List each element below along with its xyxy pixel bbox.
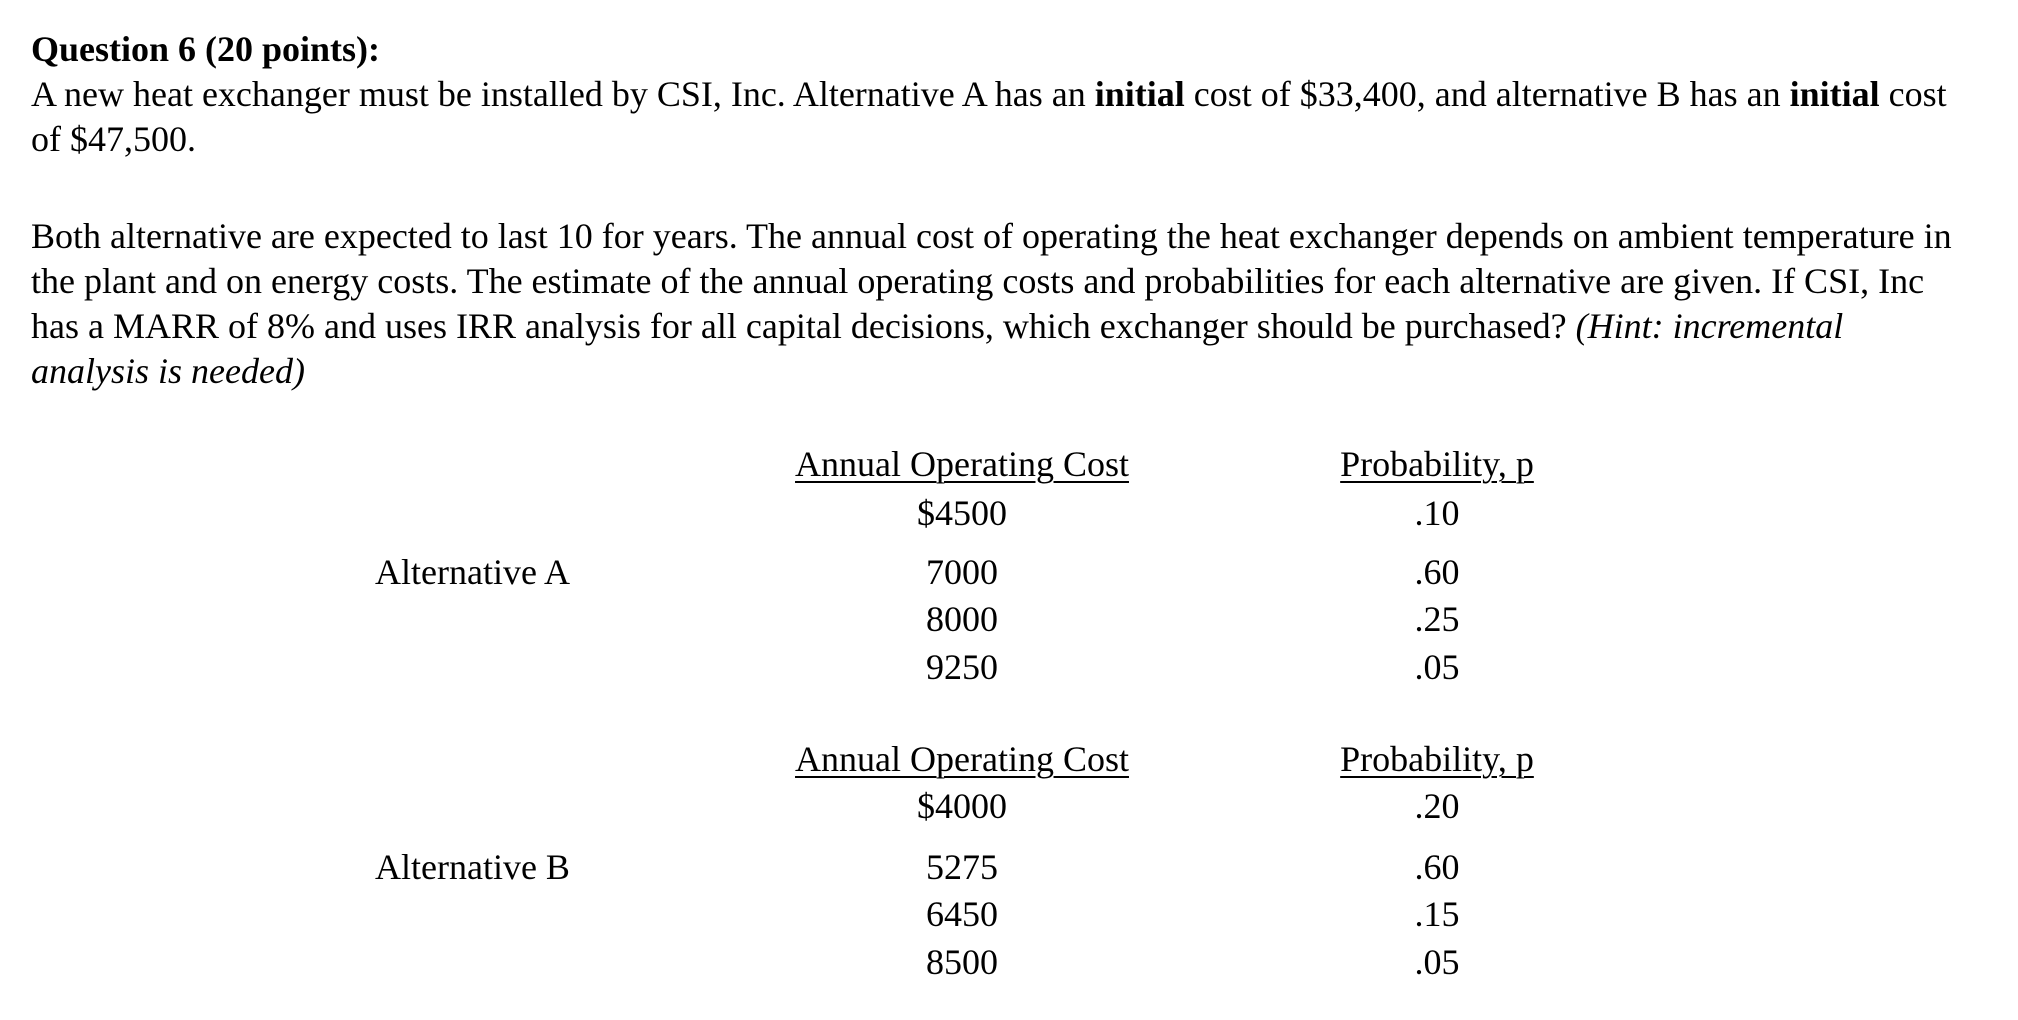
question-title: Question 6 (20 points): [31,29,381,69]
column-header: Probability, p [1340,739,1534,779]
column-header: Annual Operating Cost [795,739,1129,779]
cost-cell: 7000 [926,552,998,592]
text-segment: (Hint: incremental analysis is needed) [31,306,1844,391]
probability-cell: .05 [1414,942,1460,982]
cost-cell: $4000 [917,786,1007,826]
text-segment: cost of $47,500. [31,74,1947,159]
alternative-label: Alternative B [375,847,570,887]
text-segment: Both alternative are expected to last 10… [31,216,1952,346]
text-segment: initial [1789,74,1880,114]
probability-cell: .25 [1414,599,1460,639]
probability-cell: .60 [1414,847,1460,887]
alternative-label: Alternative A [375,552,570,592]
text-segment: A new heat exchanger must be installed b… [31,74,1095,114]
probability-cell: .60 [1414,552,1460,592]
cost-cell: 6450 [926,894,998,934]
paragraph: Both alternative are expected to last 10… [31,214,1961,394]
text-segment: cost of $33,400, and alternative B has a… [1184,74,1790,114]
cost-cell: $4500 [917,493,1007,533]
cost-cell: 8500 [926,942,998,982]
probability-cell: .05 [1414,647,1460,687]
probability-cell: .20 [1414,786,1460,826]
cost-cell: 9250 [926,647,998,687]
cost-cell: 5275 [926,847,998,887]
probability-cell: .15 [1414,894,1460,934]
column-header: Probability, p [1340,444,1534,484]
paragraph: A new heat exchanger must be installed b… [31,72,1961,162]
text-segment: initial [1094,74,1185,114]
cost-cell: 8000 [926,599,998,639]
probability-cell: .10 [1414,493,1460,533]
column-header: Annual Operating Cost [795,444,1129,484]
